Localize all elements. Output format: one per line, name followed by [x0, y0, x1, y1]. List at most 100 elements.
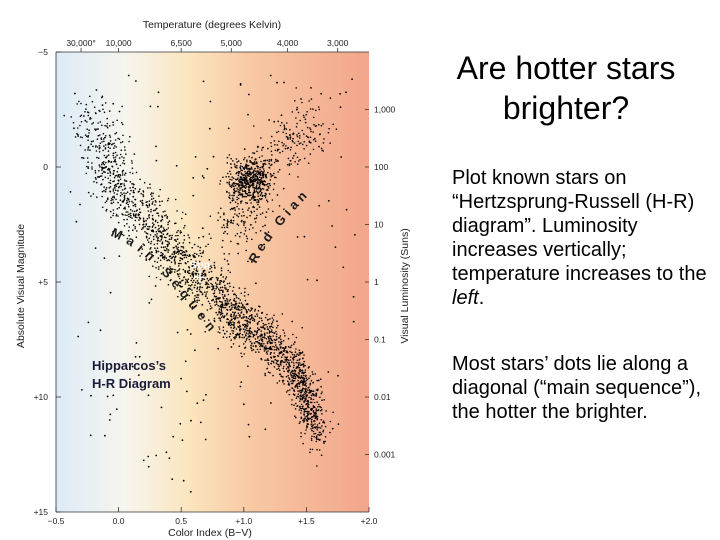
- star-point: [254, 199, 257, 202]
- star-point: [147, 210, 150, 212]
- star-point: [246, 192, 248, 195]
- star-point: [171, 271, 173, 273]
- star-point: [108, 159, 110, 162]
- star-point: [81, 156, 83, 159]
- star-point: [148, 252, 151, 255]
- star-point: [255, 162, 257, 165]
- star-point: [298, 143, 301, 145]
- star-point: [295, 385, 297, 388]
- star-point: [289, 373, 292, 375]
- star-point: [264, 163, 267, 165]
- star-point: [105, 208, 108, 211]
- star-point: [262, 325, 264, 328]
- star-point: [241, 333, 244, 336]
- star-point: [126, 218, 128, 221]
- star-point: [134, 227, 136, 230]
- star-point: [175, 234, 177, 237]
- star-point: [315, 435, 318, 438]
- star-point: [290, 380, 292, 383]
- star-point: [103, 111, 106, 114]
- star-point: [129, 193, 131, 195]
- star-point: [299, 397, 302, 400]
- star-point: [300, 142, 302, 144]
- star-point: [147, 206, 149, 209]
- star-point: [312, 430, 315, 433]
- star-point: [118, 206, 120, 209]
- star-point: [196, 286, 199, 289]
- star-point: [207, 300, 210, 303]
- star-point: [103, 161, 105, 163]
- star-point: [182, 279, 184, 282]
- star-point: [96, 146, 99, 148]
- star-point: [156, 238, 159, 240]
- x-tick-label: +1.5: [298, 516, 315, 526]
- star-point: [237, 224, 240, 227]
- star-point: [204, 273, 207, 275]
- star-point: [101, 190, 104, 193]
- star-point: [237, 174, 240, 177]
- star-point: [249, 214, 251, 217]
- star-point: [248, 93, 250, 96]
- star-point: [238, 185, 240, 188]
- star-point: [172, 268, 174, 270]
- star-point: [262, 183, 265, 185]
- star-point: [230, 322, 232, 324]
- star-point: [205, 293, 207, 295]
- star-point: [253, 198, 256, 201]
- star-point: [178, 268, 181, 270]
- star-point: [297, 390, 299, 392]
- star-point: [167, 221, 169, 224]
- star-point: [119, 199, 122, 201]
- star-point: [324, 440, 327, 443]
- star-point: [180, 245, 183, 248]
- star-point: [248, 331, 251, 333]
- star-point: [238, 208, 240, 210]
- star-point: [275, 362, 278, 364]
- star-point: [292, 370, 294, 372]
- star-point: [205, 295, 207, 297]
- star-point: [127, 74, 130, 77]
- star-point: [199, 252, 202, 255]
- star-point: [243, 331, 246, 333]
- star-point: [156, 247, 159, 249]
- star-point: [86, 128, 88, 130]
- star-point: [319, 427, 322, 429]
- star-point: [287, 345, 290, 348]
- star-point: [259, 197, 261, 200]
- star-point: [171, 253, 173, 255]
- star-point: [236, 214, 238, 216]
- star-point: [292, 376, 294, 379]
- star-point: [86, 121, 88, 123]
- star-point: [150, 247, 152, 249]
- star-point: [263, 324, 266, 326]
- star-point: [268, 159, 271, 161]
- star-point: [215, 300, 218, 302]
- star-point: [166, 215, 169, 218]
- star-point: [156, 242, 159, 245]
- star-point: [226, 222, 228, 225]
- star-point: [324, 436, 327, 438]
- star-point: [107, 172, 109, 174]
- star-point: [258, 187, 261, 189]
- star-point: [244, 189, 246, 192]
- star-point: [167, 283, 170, 286]
- star-point: [304, 432, 306, 435]
- star-point: [247, 317, 250, 320]
- star-point: [285, 375, 288, 378]
- star-point: [146, 201, 148, 203]
- star-point: [149, 183, 151, 185]
- star-point: [236, 164, 238, 167]
- star-point: [152, 192, 154, 195]
- star-point: [170, 238, 172, 240]
- star-point: [254, 338, 257, 340]
- star-point: [241, 173, 243, 176]
- star-point: [106, 155, 108, 157]
- star-point: [294, 373, 297, 375]
- star-point: [299, 400, 301, 403]
- star-point: [231, 194, 233, 197]
- star-point: [310, 439, 313, 442]
- star-point: [314, 417, 317, 420]
- star-point: [303, 372, 305, 375]
- star-point: [244, 340, 247, 343]
- star-point: [93, 106, 96, 108]
